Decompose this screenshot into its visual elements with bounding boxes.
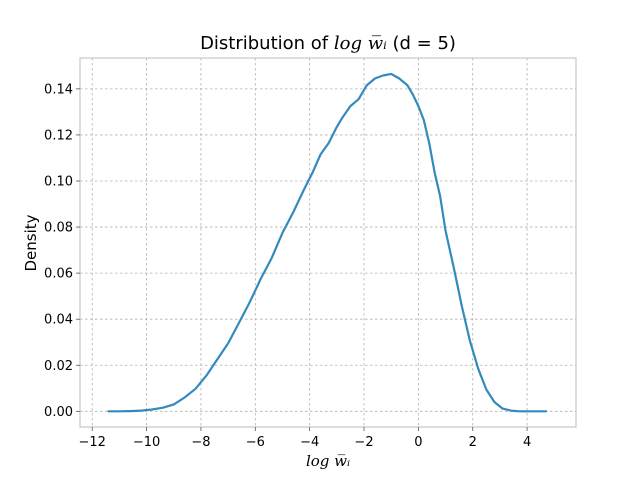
y-tick-label: 0.06 bbox=[44, 267, 73, 282]
y-tick-label: 0.04 bbox=[44, 313, 73, 328]
chart-title: Distribution of log w̅ᵢ (d = 5) bbox=[200, 33, 456, 54]
y-tick-label: 0.08 bbox=[44, 221, 73, 236]
x-tick-label: −10 bbox=[133, 435, 160, 450]
x-tick-label: −2 bbox=[354, 435, 373, 450]
x-tick-label: −12 bbox=[79, 435, 106, 450]
y-tick-label: 0.02 bbox=[44, 359, 73, 374]
x-axis-label: log w̅ᵢ bbox=[306, 452, 350, 470]
x-tick-label: −8 bbox=[191, 435, 210, 450]
density-line bbox=[107, 72, 548, 413]
x-tick-label: 0 bbox=[414, 435, 422, 450]
y-tick-label: 0.10 bbox=[44, 175, 73, 190]
x-tick-label: −6 bbox=[246, 435, 265, 450]
x-tick-label: −4 bbox=[300, 435, 319, 450]
grid bbox=[80, 58, 576, 427]
y-tick-label: 0.12 bbox=[44, 128, 73, 143]
y-tick-label: 0.00 bbox=[44, 405, 73, 420]
y-axis-label: Density bbox=[22, 214, 40, 271]
x-tick-label: 4 bbox=[523, 435, 531, 450]
plot-frame bbox=[79, 57, 577, 428]
x-tick-label: 2 bbox=[469, 435, 477, 450]
axis-ticks: −12 −10 −8 −6 −4 −2 0 2 4 0.00 0.02 0.04 0.06 0.08 0.1… bbox=[44, 82, 531, 450]
y-tick-label: 0.14 bbox=[44, 82, 73, 97]
